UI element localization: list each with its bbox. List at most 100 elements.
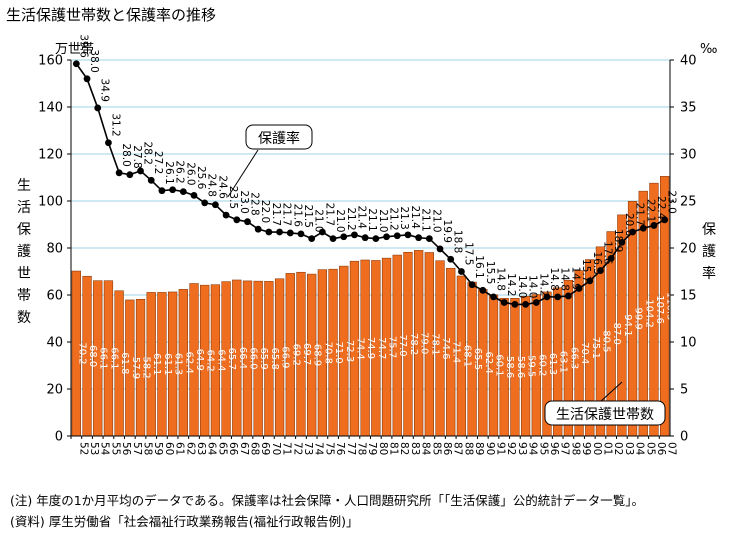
x-tick-label: 01 bbox=[601, 442, 613, 455]
line-data-label: 23.0 bbox=[666, 190, 678, 213]
x-tick-label: 86 bbox=[441, 442, 453, 456]
line-data-label: 18.9 bbox=[612, 229, 624, 252]
left-axis-title-char: 帯 bbox=[17, 288, 31, 304]
line-point bbox=[72, 60, 80, 68]
callout-pointer bbox=[227, 149, 259, 198]
x-tick-label: 77 bbox=[345, 442, 357, 455]
right-tick-label: 20 bbox=[680, 242, 697, 257]
line-data-label: 27.8 bbox=[131, 145, 143, 168]
line-point bbox=[94, 104, 102, 112]
bar-data-label: 64.9 bbox=[194, 349, 205, 371]
left-axis-title-char: 護 bbox=[17, 244, 31, 260]
bar-data-label: 70.2 bbox=[76, 342, 87, 364]
bar-data-label: 77.0 bbox=[397, 334, 408, 356]
line-data-label: 24.6 bbox=[216, 175, 228, 199]
x-tick-label: 83 bbox=[409, 442, 421, 455]
line-data-label: 16.1 bbox=[473, 255, 485, 278]
x-tick-label: 96 bbox=[548, 442, 560, 456]
line-data-label: 31.2 bbox=[109, 113, 121, 136]
bar-data-label: 87.0 bbox=[611, 323, 622, 345]
bar-data-label: 74.4 bbox=[354, 337, 365, 359]
bar-data-label: 68.1 bbox=[461, 345, 472, 367]
left-tick-label: 120 bbox=[38, 148, 63, 163]
line-point bbox=[286, 229, 294, 237]
line-point bbox=[511, 301, 519, 308]
x-tick-label: 89 bbox=[473, 442, 485, 455]
bar-callout-label: 生活保護世帯数 bbox=[556, 407, 654, 423]
line-point bbox=[147, 176, 155, 184]
line-point bbox=[575, 285, 583, 292]
line-point bbox=[415, 234, 423, 242]
line-point bbox=[351, 231, 358, 239]
bar-data-label: 68.0 bbox=[87, 345, 98, 367]
x-tick-label: 87 bbox=[452, 442, 464, 455]
line-point bbox=[468, 281, 476, 289]
line-data-label: 21.7 bbox=[634, 203, 646, 226]
bar-data-label: 66.0 bbox=[247, 347, 258, 369]
left-unit: 万世帯 bbox=[55, 42, 94, 57]
line-data-label: 21.7 bbox=[323, 203, 335, 226]
line-point bbox=[329, 235, 337, 243]
x-tick-label: 70 bbox=[270, 442, 282, 455]
line-point bbox=[629, 228, 636, 236]
x-tick-label: 61 bbox=[174, 442, 186, 455]
line-data-label: 26.2 bbox=[174, 160, 186, 183]
line-data-label: 28.2 bbox=[142, 142, 154, 165]
left-tick-label: 40 bbox=[46, 336, 63, 351]
bar-data-label: 99.9 bbox=[633, 307, 644, 329]
left-tick-label: 140 bbox=[38, 101, 63, 116]
bar-data-label: 78.2 bbox=[408, 333, 419, 355]
bar-data-label: 79.0 bbox=[419, 332, 430, 354]
line-point bbox=[372, 235, 380, 243]
line-data-label: 23.5 bbox=[227, 186, 239, 209]
right-tick-label: 40 bbox=[680, 54, 697, 69]
bar-data-label: 107.6 bbox=[654, 295, 665, 324]
line-data-label: 14.8 bbox=[548, 267, 560, 290]
line-point bbox=[137, 167, 144, 175]
bar-data-label: 61.8 bbox=[119, 352, 130, 374]
line-point bbox=[308, 235, 316, 243]
line-point bbox=[276, 228, 283, 236]
bar-data-label: 66.9 bbox=[280, 346, 291, 368]
line-data-label: 21.0 bbox=[430, 209, 442, 232]
bar-data-label: 58.2 bbox=[141, 356, 152, 378]
line-data-label: 21.6 bbox=[291, 204, 303, 228]
line-data-label: 23.0 bbox=[238, 190, 250, 213]
x-tick-label: 72 bbox=[291, 442, 303, 455]
right-tick-label: 30 bbox=[680, 148, 697, 163]
line-data-label: 34.9 bbox=[99, 79, 111, 102]
bar-data-label: 61.3 bbox=[547, 353, 558, 375]
line-data-label: 26.1 bbox=[163, 161, 175, 184]
line-data-label: 25.6 bbox=[195, 166, 207, 190]
line-point bbox=[639, 224, 647, 232]
bar-data-label: 64.2 bbox=[205, 349, 216, 371]
bar-data-label: 61.3 bbox=[173, 353, 184, 375]
line-data-label: 24.8 bbox=[206, 173, 218, 196]
x-tick-label: 56 bbox=[120, 442, 132, 456]
x-tick-label: 85 bbox=[430, 442, 442, 455]
line-point bbox=[201, 199, 209, 207]
line-data-label: 28.0 bbox=[120, 143, 132, 166]
line-point bbox=[190, 191, 198, 199]
right-tick-label: 25 bbox=[680, 195, 697, 210]
bar-data-label: 65.9 bbox=[258, 347, 269, 369]
x-tick-label: 06 bbox=[655, 442, 667, 456]
left-tick-label: 80 bbox=[46, 242, 63, 257]
right-tick-label: 5 bbox=[680, 383, 688, 398]
line-data-label: 19.9 bbox=[441, 220, 453, 243]
bar-data-labels: 70.2 68.0 66.1 66.1 61.8 57.9 58.2 61.1 61.1 61.3… bbox=[76, 292, 675, 379]
line-data-label: 14.9 bbox=[569, 267, 581, 290]
bar-data-label: 75.1 bbox=[590, 337, 601, 359]
x-tick-label: 98 bbox=[569, 442, 581, 455]
line-data-label: 14.2 bbox=[537, 273, 549, 296]
bar-series bbox=[71, 176, 670, 437]
line-point bbox=[233, 216, 241, 224]
bar-data-label: 74.9 bbox=[365, 337, 376, 359]
line-data-label: 20.6 bbox=[623, 213, 635, 237]
line-data-label: 21.2 bbox=[345, 207, 357, 230]
line-point bbox=[586, 277, 594, 285]
bar-data-label: 69.2 bbox=[290, 344, 301, 366]
bar-data-label: 70.8 bbox=[322, 342, 333, 364]
x-tick-label: 59 bbox=[152, 442, 164, 455]
